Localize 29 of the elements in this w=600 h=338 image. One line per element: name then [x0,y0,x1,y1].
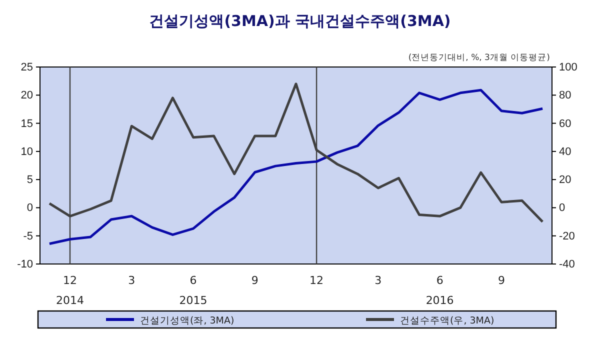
x-tick-label: 3 [374,274,382,287]
y2-tick-label: 40 [559,146,572,158]
y2-tick-label: 100 [559,62,578,74]
y-tick-label: 10 [20,146,33,158]
x-tick-label: 9 [251,274,258,287]
y-tick-label: -5 [23,230,33,242]
legend-label: 건설기성액(좌, 3MA) [140,316,234,326]
y2-tick-label: 60 [559,118,572,130]
chart-subtitle: (전년동기대비, %, 3개월 이동평균) [408,53,550,63]
y2-tick-label: -20 [559,230,575,242]
x-tick-label: 6 2015 [179,274,208,307]
y-tick-label: -10 [17,258,33,271]
y-tick-label: 15 [20,118,33,130]
line-series [48,88,544,245]
y2-tick-label: 80 [559,90,572,102]
y-tick-label: 20 [20,90,33,102]
y-tick-label: 5 [26,174,33,186]
x-tick-label: 6 2016 [426,274,454,307]
x-tick-label: 9 [498,274,505,287]
x-tick-label: 12 [310,274,324,287]
legend-label: 건설수주액(우, 3MA) [400,316,494,326]
y2-tick-label: 20 [559,174,572,186]
y2-tick-label: -40 [559,258,575,271]
chart-title: 건설기성액(3MA)과 국내건설수주액(3MA) [149,12,451,30]
y2-tick-label: 0 [559,202,566,214]
x-tick-label: 3 [128,274,136,287]
x-tick-label: 12 2014 [56,274,84,307]
y-tick-label: 25 [20,62,33,74]
y-tick-label: 0 [26,202,33,214]
